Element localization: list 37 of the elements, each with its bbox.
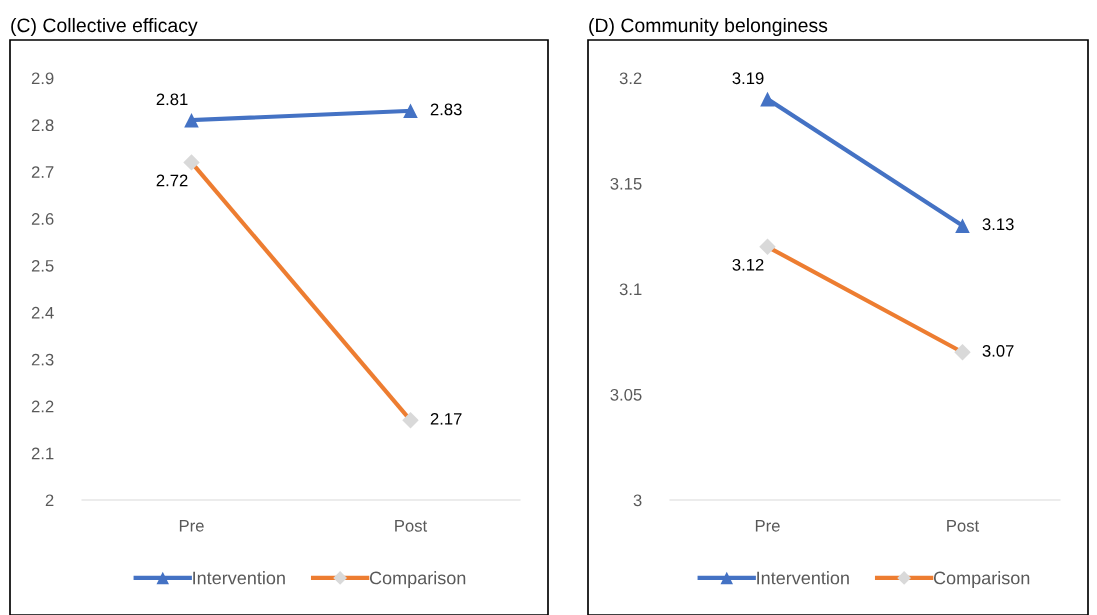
y-tick-label: 3.05 (610, 388, 642, 401)
chart-title: (D) Community belonginess (589, 17, 828, 37)
legend-label: Intervention (757, 571, 849, 585)
x-tick-label: Pre (179, 520, 204, 532)
x-tick-label: Post (395, 520, 428, 532)
y-tick-label: 2.6 (31, 213, 54, 225)
x-tick-label: Post (947, 520, 980, 532)
y-tick-label: 3.15 (610, 177, 642, 190)
data-label: 2.72 (156, 174, 188, 187)
legend-label: Intervention (193, 571, 285, 585)
y-tick-label: 2.1 (31, 447, 54, 460)
y-tick-label: 2 (45, 494, 54, 507)
data-label: 2.83 (430, 103, 462, 116)
data-label: 2.81 (156, 93, 188, 106)
y-tick-label: 2.9 (31, 72, 54, 85)
y-tick-label: 3.1 (619, 283, 642, 296)
y-tick-label: 2.8 (31, 119, 54, 132)
legend-label: Comparison (933, 571, 1030, 588)
y-tick-label: 2.7 (31, 166, 54, 178)
point (183, 154, 200, 171)
data-label: 3.13 (982, 218, 1014, 231)
y-tick-label: 2.2 (31, 400, 54, 413)
data-label: 3.12 (732, 258, 764, 271)
chart-title: (C) Collective efficacy (11, 17, 198, 37)
y-tick-label: 3 (633, 494, 642, 507)
point (954, 344, 971, 361)
legend-label: Comparison (369, 571, 466, 588)
data-label: 3.07 (982, 344, 1014, 357)
y-tick-label: 2.5 (31, 259, 54, 272)
y-tick-label: 2.4 (31, 306, 54, 319)
point (759, 238, 776, 256)
y-tick-label: 2.3 (31, 353, 54, 366)
y-tick-label: 3.2 (619, 72, 642, 85)
data-label: 3.19 (732, 72, 764, 85)
x-tick-label: Pre (755, 520, 780, 532)
data-label: 2.17 (430, 412, 462, 425)
point (402, 412, 419, 429)
